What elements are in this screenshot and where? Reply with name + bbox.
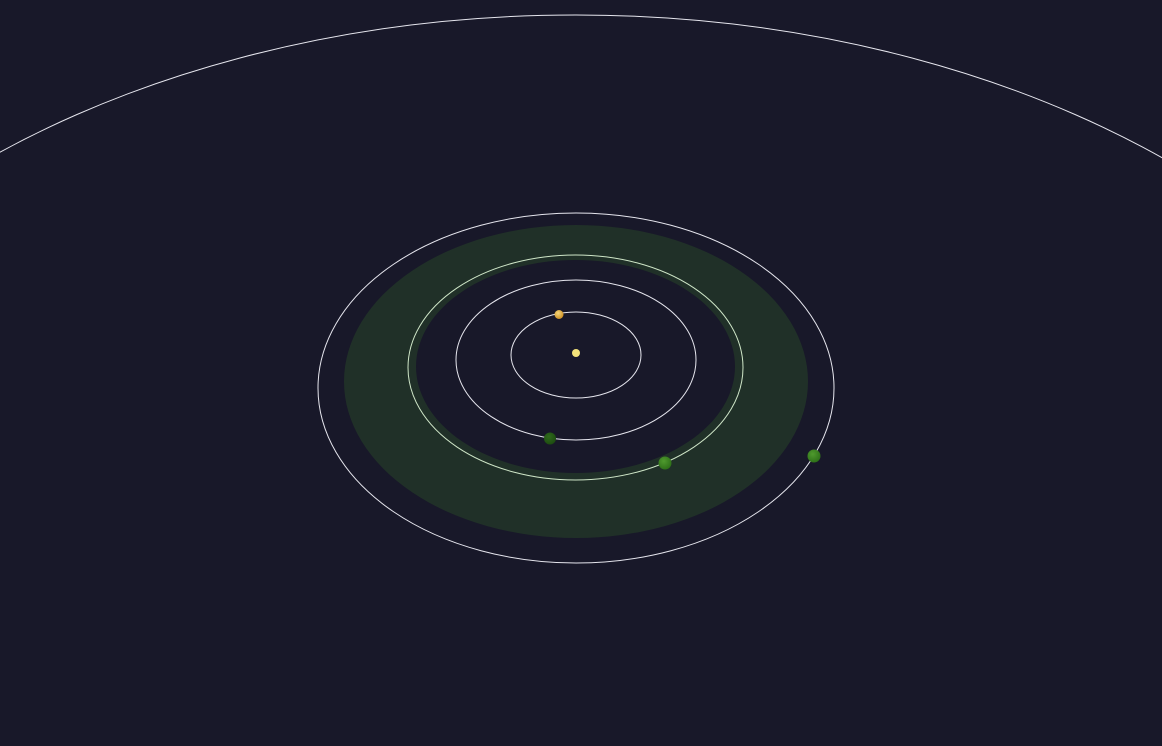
habitable-zone-inner xyxy=(416,260,735,473)
orbit xyxy=(317,212,835,564)
outer-orbit xyxy=(0,14,1162,159)
planet[interactable] xyxy=(807,449,821,463)
orbit xyxy=(455,279,697,441)
orbit xyxy=(407,254,744,481)
planet[interactable] xyxy=(554,310,564,319)
planet[interactable] xyxy=(658,456,672,470)
orbit xyxy=(510,311,642,399)
planet[interactable] xyxy=(544,432,556,445)
star[interactable] xyxy=(572,349,580,357)
